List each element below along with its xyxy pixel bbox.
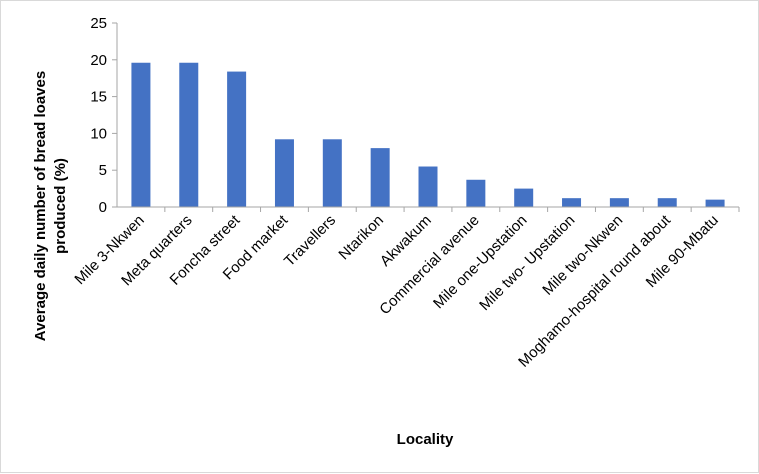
bar — [418, 166, 438, 207]
bar — [705, 199, 725, 207]
y-tick-label: 20 — [90, 52, 107, 69]
bar — [514, 188, 534, 207]
bar — [562, 198, 582, 207]
x-axis-title: Locality — [397, 431, 454, 448]
y-axis-ticks: 0 5 10 15 20 25 — [90, 15, 117, 216]
bar — [322, 139, 342, 207]
bar — [227, 71, 247, 208]
y-tick-label: 5 — [99, 162, 107, 179]
x-tick-label: Travellers — [281, 212, 339, 270]
y-tick-label: 25 — [90, 15, 107, 32]
bar — [131, 62, 151, 207]
bar — [179, 62, 199, 207]
y-axis-title-line-1: Average daily number of bread loaves — [32, 71, 49, 341]
bar — [609, 198, 629, 207]
y-tick-label: 15 — [90, 89, 107, 106]
bar — [274, 139, 294, 207]
y-tick-label: 0 — [99, 199, 107, 216]
bars — [131, 62, 725, 208]
y-tick-label: 10 — [90, 125, 107, 142]
bar — [657, 198, 677, 207]
bar — [370, 148, 390, 207]
bar — [466, 179, 486, 207]
y-axis-title-line-2: produced (%) — [52, 158, 69, 254]
